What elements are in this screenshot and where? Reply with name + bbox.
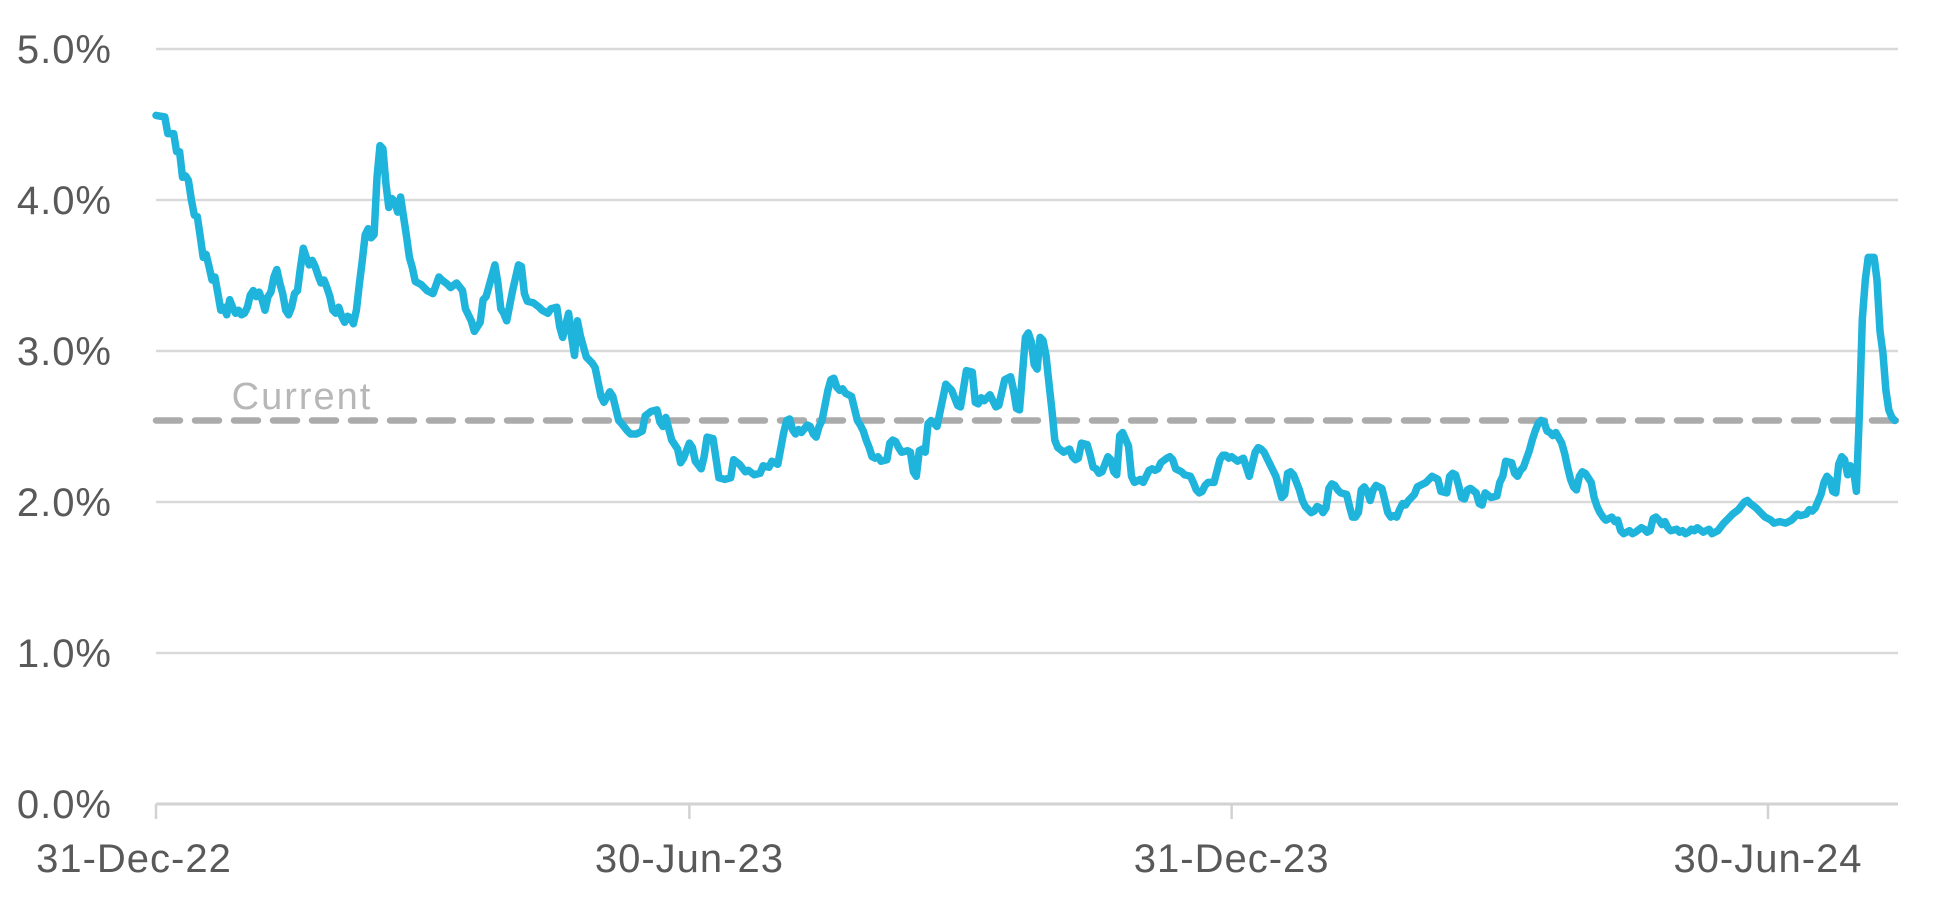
y-axis-label: 2.0% [17, 481, 112, 525]
x-axis-label: 31-Dec-22 [36, 837, 232, 881]
current-reference-label: Current [232, 376, 373, 418]
y-axis-label: 5.0% [17, 28, 112, 72]
x-axis-label: 30-Jun-23 [595, 837, 784, 881]
y-axis-label: 0.0% [17, 783, 112, 827]
x-axis-label: 30-Jun-24 [1673, 837, 1862, 881]
y-axis-label: 1.0% [17, 632, 112, 676]
x-axis-label: 31-Dec-23 [1134, 837, 1330, 881]
y-axis-label: 4.0% [17, 179, 112, 223]
y-axis-label: 3.0% [17, 330, 112, 374]
data-series-line [152, 111, 1899, 538]
